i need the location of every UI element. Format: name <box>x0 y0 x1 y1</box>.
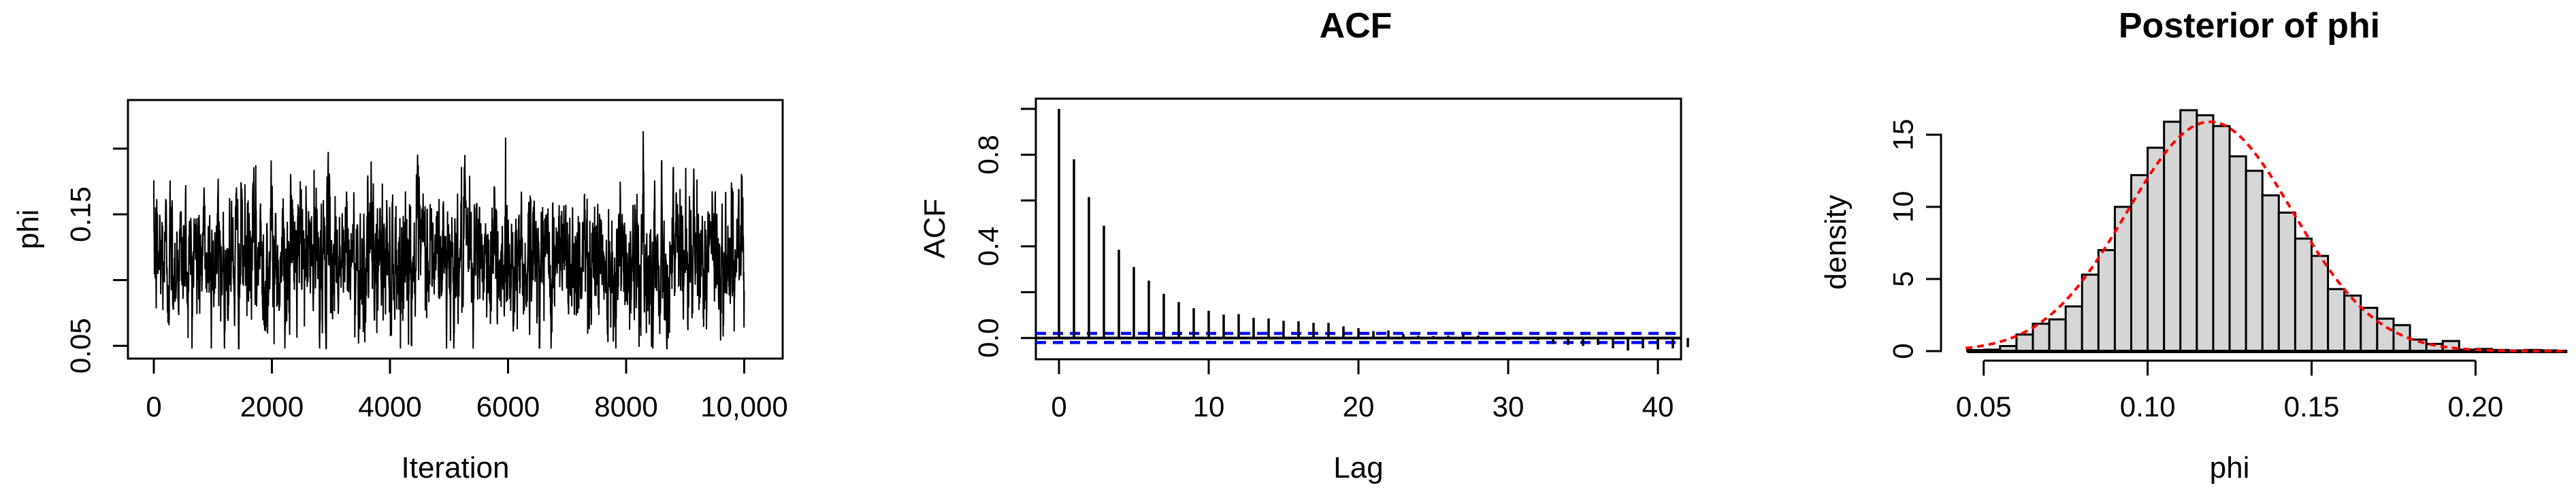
density-curve <box>1965 120 2566 352</box>
hist-bar <box>2277 211 2296 352</box>
hist-bar <box>2147 146 2166 352</box>
acf-plot-canvas: 0 10 20 30 40 0.0 0.4 0.8 <box>973 97 1689 423</box>
x-tick-label: 0.15 <box>2284 391 2340 423</box>
y-tick-label: 0.05 <box>65 318 97 374</box>
x-tick-label: 0 <box>146 391 161 423</box>
y-tick-label: 0.8 <box>973 135 1005 174</box>
y-tick-label: 0.0 <box>973 318 1005 358</box>
trace-line <box>153 131 745 350</box>
hist-bar <box>2228 155 2247 352</box>
hist-bar <box>2196 114 2215 352</box>
x-tick-label: 6000 <box>476 391 540 423</box>
hist-bar <box>2245 169 2264 352</box>
posterior-title: Posterior of phi <box>2118 6 2381 46</box>
trace-plot-canvas: 0 2000 4000 6000 8000 10,000 0.05 0.15 <box>65 99 788 423</box>
hist-bar <box>2015 333 2034 352</box>
y-tick-label: 0.15 <box>65 186 97 242</box>
hist-bar <box>2294 237 2313 352</box>
y-tick-label: 0.4 <box>973 227 1005 266</box>
y-tick-label: 5 <box>1887 271 1919 286</box>
hist-bar <box>2097 249 2116 352</box>
trace-xaxis-title: Iteration <box>401 451 510 484</box>
hist-bar <box>2163 120 2182 352</box>
trace-plot-box <box>127 99 784 360</box>
y-tick-label: 0 <box>1887 343 1919 359</box>
x-tick-label: 10 <box>1193 391 1225 423</box>
trace-yaxis-title: phi <box>12 209 45 250</box>
posterior-yaxis-title: density <box>1819 195 1853 290</box>
x-tick-label: 30 <box>1493 391 1525 423</box>
hist-bar <box>2032 323 2051 352</box>
acf-yaxis-title: ACF <box>918 199 951 259</box>
x-tick-label: 4000 <box>358 391 421 423</box>
x-tick-label: 8000 <box>594 391 657 423</box>
x-tick-label: 0 <box>1051 391 1066 423</box>
hist-bar <box>2311 254 2330 352</box>
hist-bar <box>2064 305 2083 352</box>
posterior-xaxis-title: phi <box>2209 451 2250 484</box>
acf-title: ACF <box>1319 6 1392 46</box>
hist-bar <box>2327 288 2346 352</box>
acf-plot-box <box>1034 97 1682 361</box>
hist-bar <box>2343 294 2362 352</box>
hist-bar <box>2261 194 2280 352</box>
x-tick-label: 20 <box>1343 391 1375 423</box>
x-tick-label: 0.10 <box>2120 391 2176 423</box>
x-tick-label: 2000 <box>240 391 304 423</box>
x-tick-label: 40 <box>1642 391 1674 423</box>
x-tick-label: 10,000 <box>700 391 787 423</box>
hist-bar <box>2048 318 2067 352</box>
y-tick-label: 10 <box>1887 191 1919 223</box>
x-tick-label: 0.05 <box>1956 391 2012 423</box>
hist-bar <box>2113 205 2133 352</box>
acf-xaxis-title: Lag <box>1333 451 1384 484</box>
hist-bar <box>2179 109 2198 352</box>
hist-bar <box>2360 306 2379 352</box>
hist-bar <box>2212 125 2231 352</box>
hist-bar <box>2081 274 2100 352</box>
x-tick-label: 0.20 <box>2448 391 2504 423</box>
y-tick-label: 15 <box>1887 119 1919 151</box>
posterior-plot-canvas: 0 5 10 15 0.05 0.10 0.15 0.20 <box>1887 109 2568 423</box>
